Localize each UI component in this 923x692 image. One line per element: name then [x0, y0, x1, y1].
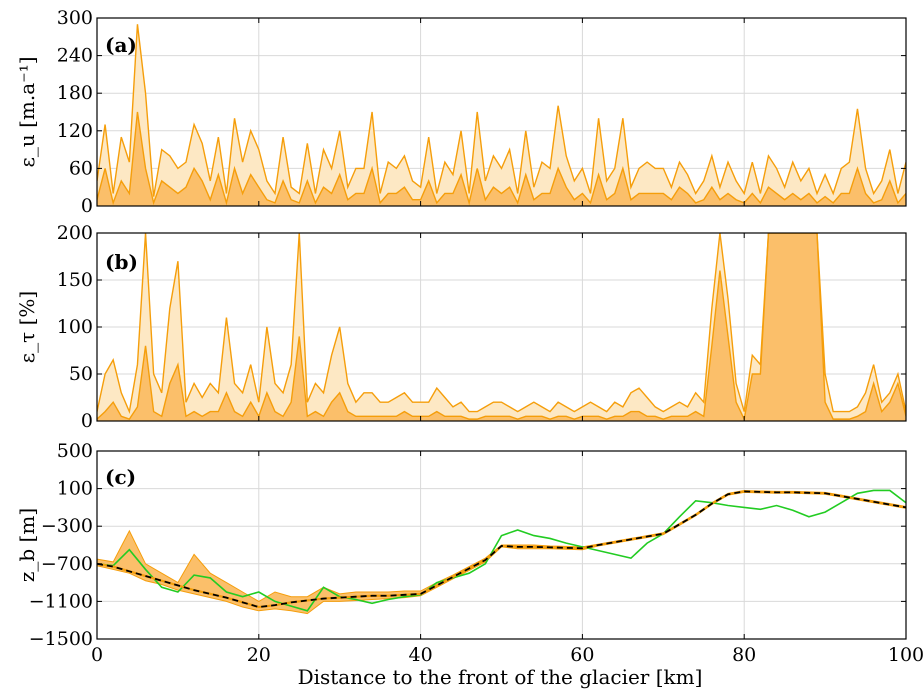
y-tick-label: 50 — [69, 363, 93, 385]
upper-series-line — [97, 24, 906, 197]
plot-area — [97, 233, 906, 421]
panel-a: 0 60 120 180 240 300 (a) ε_u [m.a⁻¹] — [15, 7, 907, 217]
upper-band-fill — [97, 233, 906, 420]
plot-area — [97, 24, 906, 206]
y-axis-label: z_b [m] — [15, 508, 39, 582]
upper-series-line — [97, 233, 906, 415]
lower-series-line — [97, 111, 906, 206]
y-axis-label: ε_u [m.a⁻¹] — [15, 56, 39, 167]
y-tick-label: 100 — [57, 478, 93, 500]
y-tick-label: 180 — [57, 82, 93, 104]
panel-label: (c) — [105, 465, 136, 489]
y-tick-label: 0 — [81, 195, 93, 217]
y-tick-label: 300 — [57, 7, 93, 29]
uncertainty-band — [97, 489, 906, 615]
dashed-series-line — [97, 490, 906, 608]
x-tick-label: 60 — [570, 644, 594, 666]
y-tick-label: −1100 — [29, 590, 93, 612]
axes-frame — [96, 17, 907, 207]
y-tick-label: −300 — [41, 515, 93, 537]
green-series-line — [97, 489, 906, 612]
panel-label: (a) — [105, 33, 137, 57]
panel-c: −1500 −1100 −700 −300 100 500 0 20 40 60 80 100 (c) z… — [15, 440, 923, 666]
x-tick-label: 0 — [91, 644, 103, 666]
y-tick-label: −700 — [41, 553, 93, 575]
y-tick-label: −1500 — [29, 628, 93, 650]
y-tick-label: 500 — [57, 440, 93, 462]
y-tick-label: 60 — [69, 157, 93, 179]
y-tick-label: 120 — [57, 120, 93, 142]
y-tick-label: 240 — [57, 45, 93, 67]
y-tick-label: 100 — [57, 316, 93, 338]
panel-label: (b) — [105, 250, 138, 274]
x-axis-label: Distance to the front of the glacier [km… — [298, 665, 703, 689]
panel-b: 0 50 100 150 200 (b) ε_τ [%] — [15, 222, 907, 432]
x-tick-label: 40 — [409, 644, 433, 666]
axes-frame — [96, 450, 907, 640]
y-tick-label: 150 — [57, 269, 93, 291]
y-tick-label: 200 — [57, 222, 93, 244]
lower-fill — [97, 233, 906, 421]
x-tick-label: 80 — [732, 644, 756, 666]
y-tick-label: 0 — [81, 410, 93, 432]
lower-series-line — [97, 233, 906, 421]
plot-area — [97, 489, 906, 615]
upper-band-fill — [97, 24, 906, 203]
x-tick-label: 100 — [888, 644, 923, 666]
x-tick-label: 20 — [247, 644, 271, 666]
y-axis-label: ε_τ [%] — [15, 291, 39, 363]
